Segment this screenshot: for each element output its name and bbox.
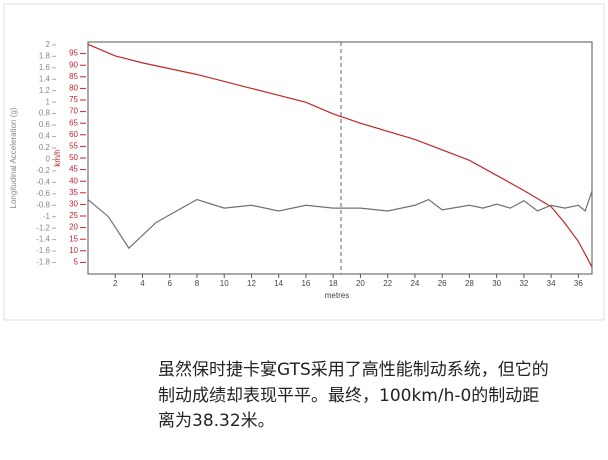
y2-tick-label: 35 — [69, 188, 78, 197]
y-tick-label: 1.4 — [39, 74, 51, 83]
y-tick-label: 0 — [46, 155, 51, 164]
y2-tick-label: 25 — [69, 211, 78, 220]
y2-tick-label: 30 — [69, 200, 78, 209]
y-tick-label: 0.8 — [39, 109, 51, 118]
x-tick-label: 26 — [438, 279, 447, 288]
y-tick-label: 0.2 — [39, 143, 51, 152]
series-line — [87, 43, 593, 268]
y-tick-label: -1.8 — [36, 258, 50, 267]
y2-tick-label: 10 — [69, 246, 78, 255]
x-tick-label: 14 — [274, 279, 283, 288]
y2-axis-title: km/h — [53, 149, 62, 166]
y-tick-label: -1.6 — [36, 246, 50, 255]
caption-line: 虽然保时捷卡宴GTS采用了高性能制动系统，但它的 — [158, 360, 549, 380]
x-tick-label: 28 — [465, 279, 474, 288]
x-axis-title: metres — [325, 291, 349, 300]
y-tick-label: 1 — [46, 97, 51, 106]
y2-tick-label: 15 — [69, 234, 78, 243]
y2-tick-label: 70 — [69, 107, 78, 116]
y-tick-label: 1.6 — [39, 63, 51, 72]
y-tick-label: 1.2 — [39, 86, 51, 95]
y2-tick-label: 75 — [69, 95, 78, 104]
x-tick-label: 10 — [220, 279, 229, 288]
y2-tick-label: 85 — [69, 72, 78, 81]
y2-tick-label: 95 — [69, 49, 78, 58]
x-tick-label: 32 — [519, 279, 528, 288]
y-axis-title: Longitudinal Acceleration (g) — [9, 107, 18, 208]
y2-tick-label: 65 — [69, 118, 78, 127]
y-tick-label: 0.4 — [39, 132, 51, 141]
y-tick-label: 1.8 — [39, 51, 51, 60]
y2-tick-label: 80 — [69, 84, 78, 93]
x-tick-label: 20 — [356, 279, 365, 288]
caption-line: 制动成绩却表现平平。最终，100km/h-0的制动距 — [158, 386, 539, 406]
y-tick-label: -0.2 — [36, 166, 50, 175]
y2-tick-label: 55 — [69, 142, 78, 151]
y-tick-label: -1.4 — [36, 235, 50, 244]
y2-tick-label: 5 — [74, 258, 79, 267]
x-tick-label: 2 — [113, 279, 118, 288]
x-tick-label: 6 — [168, 279, 173, 288]
y-tick-label: -1.2 — [36, 223, 50, 232]
x-tick-label: 4 — [140, 279, 145, 288]
plot-frame — [87, 41, 593, 275]
x-tick-label: 8 — [195, 279, 200, 288]
x-tick-label: 24 — [410, 279, 419, 288]
x-tick-label: 22 — [383, 279, 392, 288]
y-tick-label: -0.6 — [36, 189, 50, 198]
y2-tick-label: 90 — [69, 60, 78, 69]
y2-tick-label: 50 — [69, 153, 78, 162]
y-tick-label: -1 — [43, 212, 51, 221]
y-tick-label: 2 — [46, 40, 51, 49]
y-tick-label: -0.4 — [36, 177, 50, 186]
y-tick-label: -0.8 — [36, 200, 50, 209]
series-line — [87, 190, 593, 250]
y2-tick-label: 60 — [69, 130, 78, 139]
x-tick-label: 30 — [492, 279, 501, 288]
x-tick-label: 34 — [547, 279, 556, 288]
y2-tick-label: 45 — [69, 165, 78, 174]
x-tick-label: 36 — [574, 279, 583, 288]
caption-line: 离为38.32米。 — [158, 411, 275, 431]
x-tick-label: 16 — [301, 279, 310, 288]
x-tick-label: 12 — [247, 279, 256, 288]
y2-tick-label: 40 — [69, 176, 78, 185]
y2-tick-label: 20 — [69, 223, 78, 232]
y-tick-label: 0.6 — [39, 120, 51, 129]
x-tick-label: 18 — [329, 279, 338, 288]
